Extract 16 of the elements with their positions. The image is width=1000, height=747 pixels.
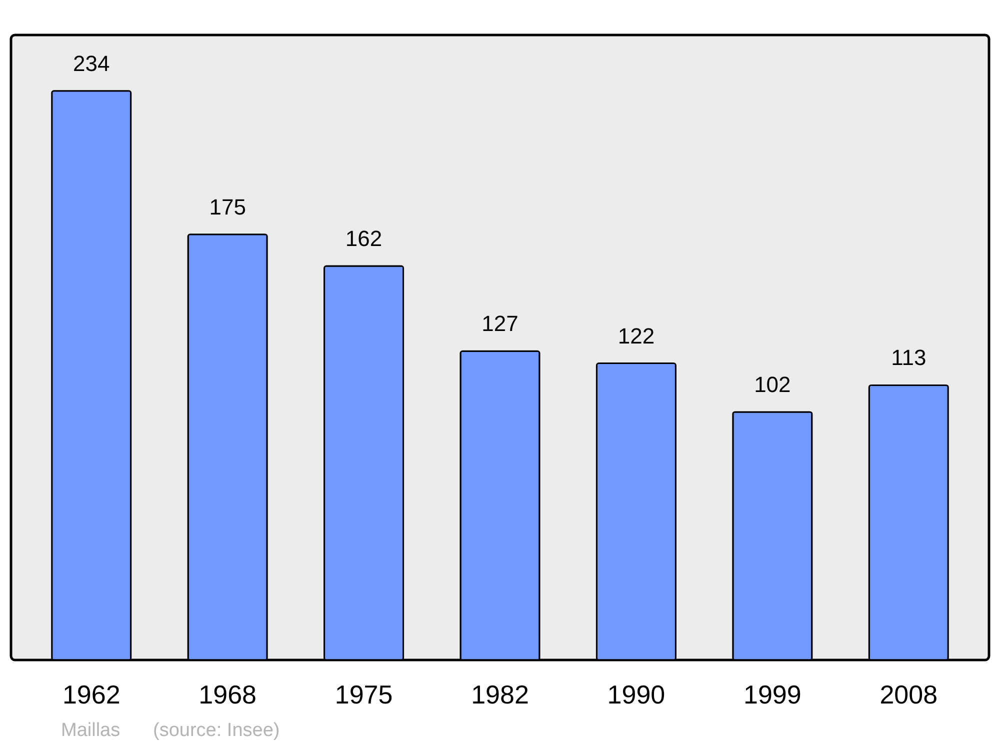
x-tick-label: 1982: [471, 680, 529, 710]
text: (source: Insee): [153, 720, 280, 741]
data-label: 234: [73, 50, 110, 76]
data-label: 122: [618, 323, 655, 348]
text: Maillas: [61, 720, 120, 741]
data-label: 113: [891, 345, 926, 370]
data-label: 102: [754, 372, 791, 397]
x-tick-label: 1975: [334, 680, 393, 710]
data-label: 175: [209, 194, 246, 220]
x-tick-label: 1962: [62, 680, 120, 710]
x-tick-label: 1999: [744, 680, 802, 710]
x-tick-label: 1968: [198, 680, 256, 710]
data-label: 162: [345, 226, 382, 252]
x-tick-label: 1990: [607, 680, 666, 710]
x-tick-label: 2008: [880, 680, 938, 710]
data-label: 127: [482, 311, 518, 336]
